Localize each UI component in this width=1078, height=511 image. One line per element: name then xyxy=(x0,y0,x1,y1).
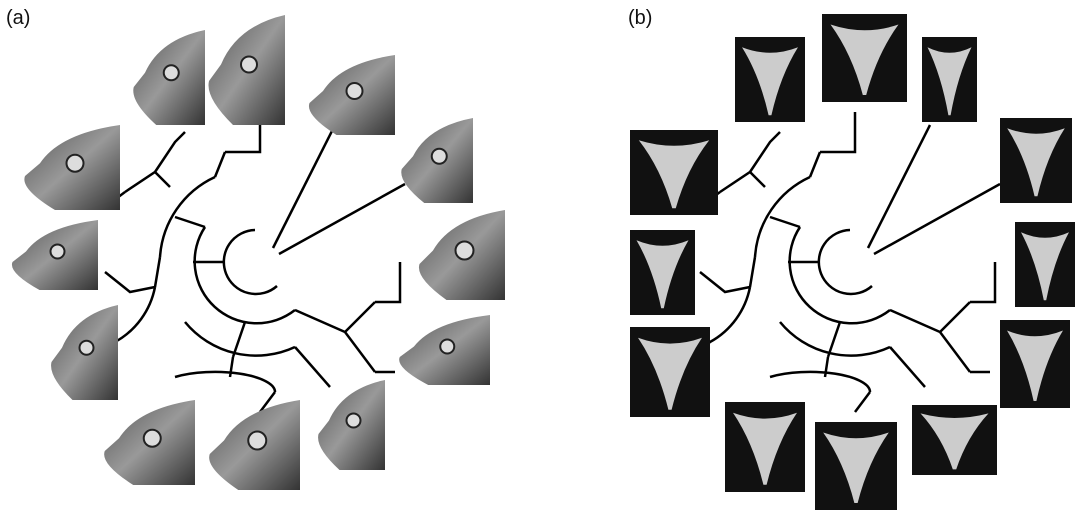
branch xyxy=(720,132,780,192)
branch xyxy=(970,262,995,372)
jaw-photo xyxy=(725,402,805,492)
fish-eye xyxy=(347,414,361,428)
branch xyxy=(700,257,755,292)
fish-eye xyxy=(241,57,257,73)
fish-eye xyxy=(456,242,474,260)
branch xyxy=(940,302,970,372)
fish-eye xyxy=(440,340,454,354)
jaw-photo xyxy=(1015,222,1075,307)
jaw-photo xyxy=(630,130,718,215)
branch xyxy=(195,227,295,323)
branch xyxy=(375,262,400,372)
branch xyxy=(810,112,855,177)
fish-eye xyxy=(51,245,65,259)
branch xyxy=(105,257,160,292)
branch xyxy=(890,310,940,332)
branch xyxy=(279,184,405,254)
fish-eye xyxy=(67,155,84,172)
fish-eye xyxy=(432,149,447,164)
phylogeny-tree xyxy=(700,112,1000,412)
fish-head-photo xyxy=(133,30,205,125)
fish-head-photo xyxy=(12,220,98,290)
panel-label: (b) xyxy=(628,7,652,29)
branch xyxy=(233,322,245,357)
jaw-photo xyxy=(630,230,695,315)
branch xyxy=(345,302,375,372)
fish-head-photo xyxy=(104,400,195,485)
branch xyxy=(770,217,800,227)
branch xyxy=(295,347,330,387)
fish-head-photo xyxy=(318,380,385,470)
branch xyxy=(175,217,205,227)
branch xyxy=(224,230,277,294)
branch xyxy=(790,227,890,323)
fish-head-photo xyxy=(309,55,395,135)
page: (a) (b) (() => { const data = JSON.parse… xyxy=(0,0,1078,511)
fish-head-photo xyxy=(401,118,473,203)
branch xyxy=(755,177,810,257)
fish-eye xyxy=(248,432,266,450)
jaw-photo xyxy=(815,422,897,510)
fish-eye xyxy=(80,341,94,355)
jaw-photo xyxy=(912,405,997,475)
jaw-photo xyxy=(735,37,805,122)
branch xyxy=(819,230,872,294)
branch xyxy=(160,177,215,257)
branch xyxy=(868,125,930,248)
branch xyxy=(295,310,345,332)
fish-head-photo xyxy=(399,315,490,385)
branch xyxy=(273,125,335,248)
fish-head-photo xyxy=(24,125,120,210)
fish-head-photo xyxy=(51,305,118,400)
fish-head-photo xyxy=(209,15,286,125)
panel-label: (a) xyxy=(6,7,30,29)
branch xyxy=(874,184,1000,254)
branch xyxy=(828,322,840,357)
jaw-photo xyxy=(822,14,907,102)
fish-head-photo xyxy=(419,210,505,300)
figure: (a) (b) xyxy=(0,0,1078,511)
jaw-photo xyxy=(630,327,710,417)
branch xyxy=(125,132,185,192)
panels xyxy=(12,14,1075,510)
jaw-photo xyxy=(1000,118,1072,203)
fish-eye xyxy=(347,83,363,99)
jaw-photo xyxy=(1000,320,1070,408)
fish-eye xyxy=(164,65,179,80)
phylogeny-tree xyxy=(105,112,405,412)
branch xyxy=(890,347,925,387)
jaw-photo xyxy=(922,37,977,122)
fish-head-photo xyxy=(209,400,300,490)
fish-eye xyxy=(144,430,161,447)
